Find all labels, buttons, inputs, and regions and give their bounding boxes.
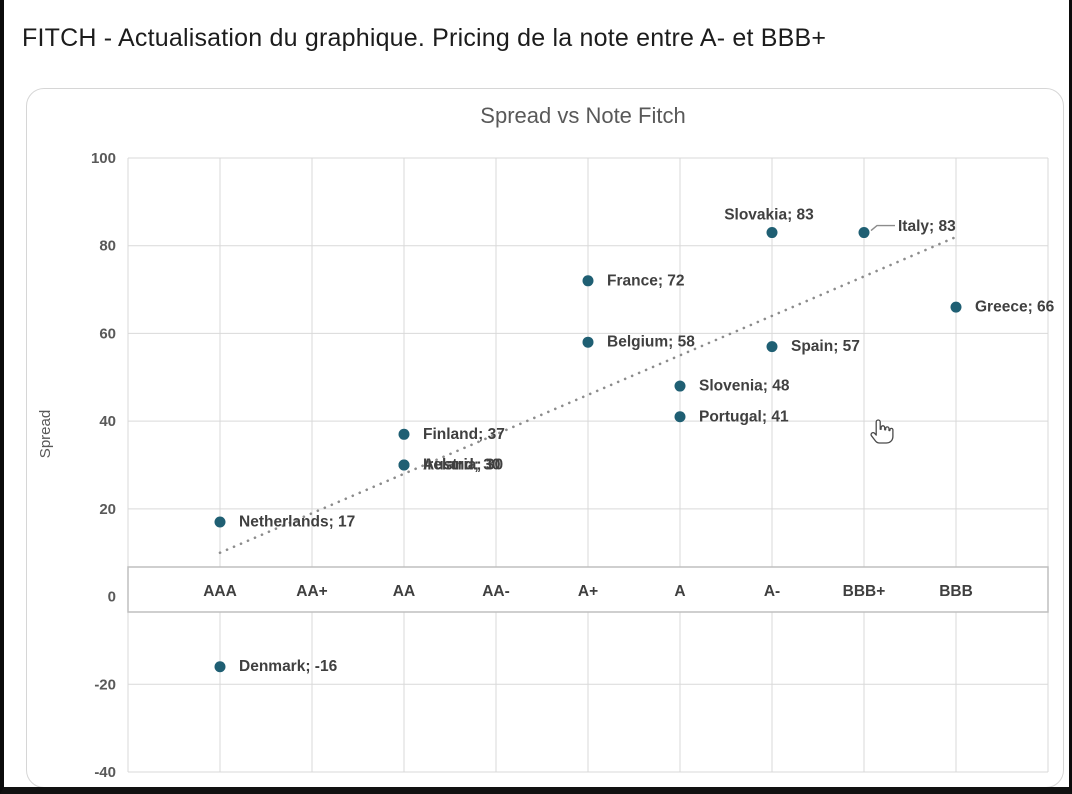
x-category-label: AA+ [296, 583, 327, 600]
y-tick-label: 40 [99, 413, 116, 430]
data-point-denmark[interactable] [214, 661, 226, 673]
data-point-portugal[interactable] [674, 411, 686, 423]
data-label: Belgium; 58 [607, 334, 695, 351]
data-label: Denmark; -16 [239, 658, 338, 675]
chart-svg: 100 80 60 40 20 0 -20 -40 Spread vs Note Fitch Sp… [37, 103, 1055, 781]
data-label: Netherlands; 17 [239, 514, 355, 531]
y-tick-label: -40 [94, 764, 116, 781]
x-category-label: A [674, 583, 685, 600]
page-title: FITCH - Actualisation du graphique. Pric… [22, 24, 827, 52]
x-category-label: A+ [578, 583, 598, 600]
chart-title: Spread vs Note Fitch [480, 103, 685, 128]
x-category-label: AAA [203, 583, 237, 600]
chart-card[interactable]: 100 80 60 40 20 0 -20 -40 Spread vs Note Fitch Sp… [26, 88, 1064, 787]
x-category-label: AA [393, 583, 415, 600]
y-tick-label: -20 [94, 676, 116, 693]
data-point-france[interactable] [582, 275, 594, 287]
label-leader-line [870, 224, 895, 232]
x-category-label: AA- [482, 583, 510, 600]
mouse-cursor-hand-icon [870, 419, 894, 444]
data-point-netherlands[interactable] [214, 516, 226, 528]
x-axis-box [127, 566, 1049, 613]
data-point-belgium[interactable] [582, 336, 594, 348]
data-label: Austria; 30 [423, 457, 503, 474]
data-label: Greece; 66 [975, 299, 1055, 316]
data-label: Italy; 83 [898, 218, 956, 235]
data-point-slovakia[interactable] [766, 227, 778, 239]
y-tick-label: 0 [108, 589, 116, 606]
y-tick-label: 100 [91, 150, 116, 167]
data-label: Finland; 37 [423, 426, 505, 443]
data-label: Ireland; 30 [423, 457, 501, 474]
y-tick-label: 80 [99, 238, 116, 255]
data-label: Spain; 57 [791, 338, 860, 355]
y-tick-label: 20 [99, 501, 116, 518]
y-axis-title: Spread [37, 410, 54, 458]
data-point-slovenia[interactable] [674, 380, 686, 392]
y-tick-label: 60 [99, 325, 116, 342]
data-label: Slovakia; 83 [724, 207, 814, 224]
data-point-italy[interactable] [858, 227, 870, 239]
data-label: France; 72 [607, 272, 685, 289]
data-point-spain[interactable] [766, 341, 778, 353]
x-category-label: A- [764, 583, 780, 600]
data-point-ireland[interactable] [398, 459, 410, 471]
data-point-finland[interactable] [398, 428, 410, 440]
x-category-label: BBB+ [843, 583, 886, 600]
data-label: Slovenia; 48 [699, 378, 790, 395]
data-point-greece[interactable] [950, 301, 962, 313]
x-category-label: BBB [939, 583, 973, 600]
data-label: Portugal; 41 [699, 408, 789, 425]
